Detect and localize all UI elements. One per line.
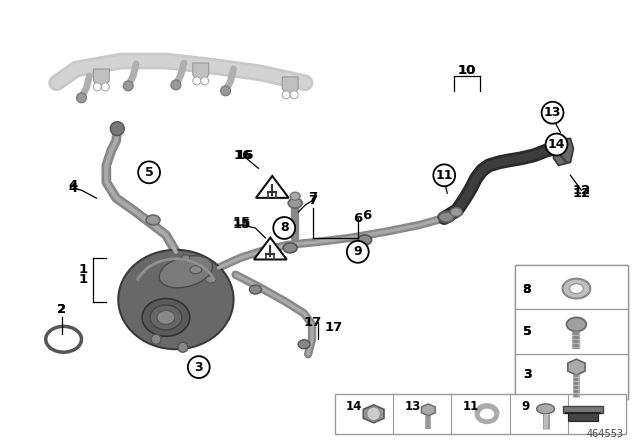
- Ellipse shape: [159, 256, 212, 288]
- Text: 16: 16: [236, 149, 253, 162]
- Text: 5: 5: [523, 325, 531, 338]
- Bar: [515, 265, 628, 399]
- Circle shape: [282, 91, 290, 99]
- Ellipse shape: [570, 284, 583, 293]
- Bar: [515, 265, 628, 399]
- Text: 9: 9: [353, 246, 362, 258]
- Text: 3: 3: [523, 367, 531, 380]
- Text: 8: 8: [523, 283, 531, 296]
- Text: 11: 11: [435, 169, 453, 182]
- Circle shape: [273, 217, 295, 239]
- Circle shape: [221, 86, 230, 96]
- Text: 6: 6: [362, 209, 371, 222]
- Polygon shape: [568, 413, 598, 421]
- Circle shape: [367, 407, 381, 421]
- Ellipse shape: [438, 211, 454, 223]
- Text: 16: 16: [234, 149, 252, 162]
- Ellipse shape: [190, 266, 202, 274]
- Circle shape: [77, 93, 86, 103]
- Text: 4: 4: [69, 182, 78, 195]
- Ellipse shape: [205, 276, 216, 283]
- Text: 3: 3: [523, 367, 531, 380]
- Ellipse shape: [290, 192, 300, 200]
- Ellipse shape: [566, 318, 586, 332]
- Text: 8: 8: [280, 221, 289, 234]
- Text: 5: 5: [145, 166, 154, 179]
- Text: 15: 15: [232, 215, 251, 228]
- Text: 3: 3: [195, 361, 203, 374]
- Ellipse shape: [537, 404, 554, 414]
- Circle shape: [110, 122, 124, 136]
- Polygon shape: [554, 138, 573, 165]
- Text: 2: 2: [57, 303, 66, 316]
- Text: 10: 10: [458, 65, 476, 78]
- Text: 13: 13: [404, 400, 420, 413]
- Circle shape: [201, 77, 209, 85]
- Ellipse shape: [298, 340, 310, 349]
- Text: 7: 7: [308, 191, 317, 204]
- Text: 10: 10: [458, 65, 476, 78]
- Text: 7: 7: [308, 194, 317, 207]
- Text: 5: 5: [523, 325, 531, 338]
- Circle shape: [151, 334, 161, 344]
- Ellipse shape: [284, 243, 297, 253]
- Polygon shape: [421, 404, 435, 416]
- Polygon shape: [364, 405, 384, 423]
- Circle shape: [101, 83, 109, 91]
- Ellipse shape: [358, 235, 372, 245]
- Text: 17: 17: [325, 321, 343, 334]
- Text: 12: 12: [572, 187, 591, 200]
- Text: 11: 11: [463, 400, 479, 413]
- Circle shape: [188, 356, 210, 378]
- Ellipse shape: [288, 198, 302, 208]
- Ellipse shape: [118, 250, 234, 349]
- Ellipse shape: [563, 279, 590, 298]
- Polygon shape: [563, 406, 604, 413]
- Circle shape: [138, 161, 160, 183]
- Text: 15: 15: [232, 219, 251, 232]
- Polygon shape: [282, 77, 298, 95]
- Text: 1: 1: [79, 263, 88, 276]
- Ellipse shape: [142, 298, 190, 336]
- Text: 8: 8: [523, 283, 531, 296]
- Ellipse shape: [450, 207, 462, 216]
- Polygon shape: [254, 237, 287, 259]
- Circle shape: [171, 80, 181, 90]
- Circle shape: [193, 77, 201, 85]
- Text: 17: 17: [304, 316, 322, 329]
- Bar: [335, 394, 626, 434]
- Circle shape: [541, 102, 563, 124]
- Text: 12: 12: [572, 184, 591, 197]
- Polygon shape: [568, 359, 585, 375]
- Ellipse shape: [150, 305, 182, 330]
- Ellipse shape: [250, 285, 261, 294]
- Circle shape: [545, 134, 568, 155]
- Text: 1: 1: [79, 273, 88, 286]
- Circle shape: [347, 241, 369, 263]
- Text: 464553: 464553: [586, 429, 623, 439]
- Ellipse shape: [146, 215, 160, 225]
- Text: 6: 6: [353, 211, 362, 224]
- Text: 14: 14: [548, 138, 565, 151]
- Ellipse shape: [157, 310, 175, 324]
- Circle shape: [124, 81, 133, 91]
- Text: 9: 9: [522, 400, 530, 413]
- Polygon shape: [93, 69, 109, 87]
- Ellipse shape: [182, 255, 190, 261]
- Text: 2: 2: [57, 303, 66, 316]
- Circle shape: [433, 164, 455, 186]
- Text: 13: 13: [544, 106, 561, 119]
- Circle shape: [93, 83, 101, 91]
- Polygon shape: [193, 63, 209, 81]
- Circle shape: [290, 91, 298, 99]
- Text: 4: 4: [69, 179, 78, 192]
- Text: 14: 14: [346, 400, 362, 413]
- Circle shape: [178, 342, 188, 352]
- Polygon shape: [256, 176, 289, 198]
